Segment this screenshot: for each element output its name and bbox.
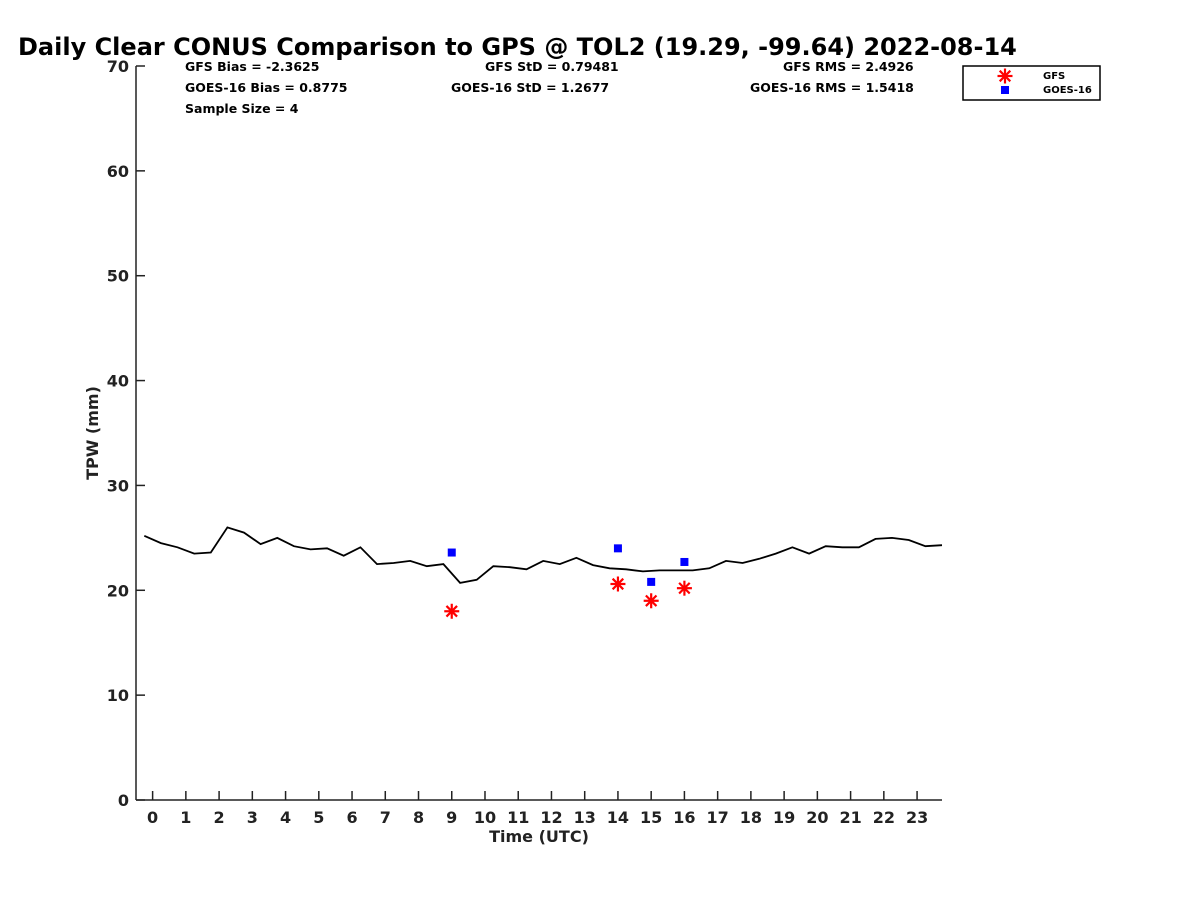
x-tick-label: 17	[707, 808, 729, 827]
y-tick-label: 60	[107, 162, 129, 181]
x-tick-label: 20	[806, 808, 828, 827]
x-tick-label: 12	[540, 808, 562, 827]
x-tick-label: 5	[313, 808, 324, 827]
x-tick-label: 19	[773, 808, 795, 827]
x-tick-label: 9	[446, 808, 457, 827]
stat-gfs-std: GFS StD = 0.79481	[485, 59, 619, 74]
x-tick-label: 4	[280, 808, 291, 827]
y-tick-label: 50	[107, 267, 129, 286]
stat-goes-bias: GOES-16 Bias = 0.8775	[185, 80, 347, 95]
gps-line-layer	[143, 526, 943, 584]
y-tick-label: 30	[107, 476, 129, 495]
gfs-point	[676, 580, 692, 596]
legend-goes16-marker	[1001, 86, 1009, 94]
x-tick-label: 1	[180, 808, 191, 827]
x-tick-label: 8	[413, 808, 424, 827]
goes16-point	[647, 577, 656, 586]
x-tick-label: 21	[839, 808, 861, 827]
x-tick-label: 10	[474, 808, 496, 827]
x-tick-label: 23	[906, 808, 928, 827]
x-tick-label: 22	[873, 808, 895, 827]
legend-gfs-label: GFS	[1043, 71, 1065, 82]
x-axis-label: Time (UTC)	[489, 827, 589, 846]
legend-box	[962, 65, 1101, 101]
stat-goes-rms: GOES-16 RMS = 1.5418	[750, 80, 914, 95]
y-tick-label: 40	[107, 372, 129, 391]
x-tick-label: 11	[507, 808, 529, 827]
x-tick-label: 15	[640, 808, 662, 827]
x-tick-label: 6	[346, 808, 357, 827]
stat-gfs-bias: GFS Bias = -2.3625	[185, 59, 319, 74]
y-tick-label: 70	[107, 57, 129, 76]
x-tick-label: 16	[673, 808, 695, 827]
marker-layer	[444, 544, 692, 619]
goes16-point	[447, 548, 456, 557]
chart-title: Daily Clear CONUS Comparison to GPS @ TO…	[18, 33, 1017, 61]
legend-goes16-label: GOES-16	[1043, 85, 1092, 96]
x-tick-label: 18	[740, 808, 762, 827]
gfs-point	[643, 593, 659, 609]
x-tick-label: 3	[247, 808, 258, 827]
y-tick-label: 0	[118, 791, 129, 810]
y-tick-label: 10	[107, 686, 129, 705]
stat-sample-size: Sample Size = 4	[185, 101, 299, 116]
legend-gfs-symbol	[997, 68, 1013, 84]
x-tick-label: 14	[607, 808, 629, 827]
x-tick-label: 7	[380, 808, 391, 827]
legend-goes16-symbol	[1001, 86, 1009, 94]
y-tick-label: 20	[107, 581, 129, 600]
legend: GFS GOES-16	[962, 65, 1101, 101]
gfs-point	[610, 576, 626, 592]
legend-gfs-marker	[997, 68, 1013, 84]
y-axis-label: TPW (mm)	[83, 386, 102, 480]
x-tick-label: 13	[574, 808, 596, 827]
x-tick-label: 2	[214, 808, 225, 827]
gfs-point	[444, 603, 460, 619]
goes16-point	[613, 544, 622, 553]
gps-tpw-line	[143, 526, 943, 584]
goes16-point	[680, 557, 689, 566]
x-tick-label: 0	[147, 808, 158, 827]
stat-gfs-rms: GFS RMS = 2.4926	[783, 59, 914, 74]
stat-goes-std: GOES-16 StD = 1.2677	[451, 80, 609, 95]
